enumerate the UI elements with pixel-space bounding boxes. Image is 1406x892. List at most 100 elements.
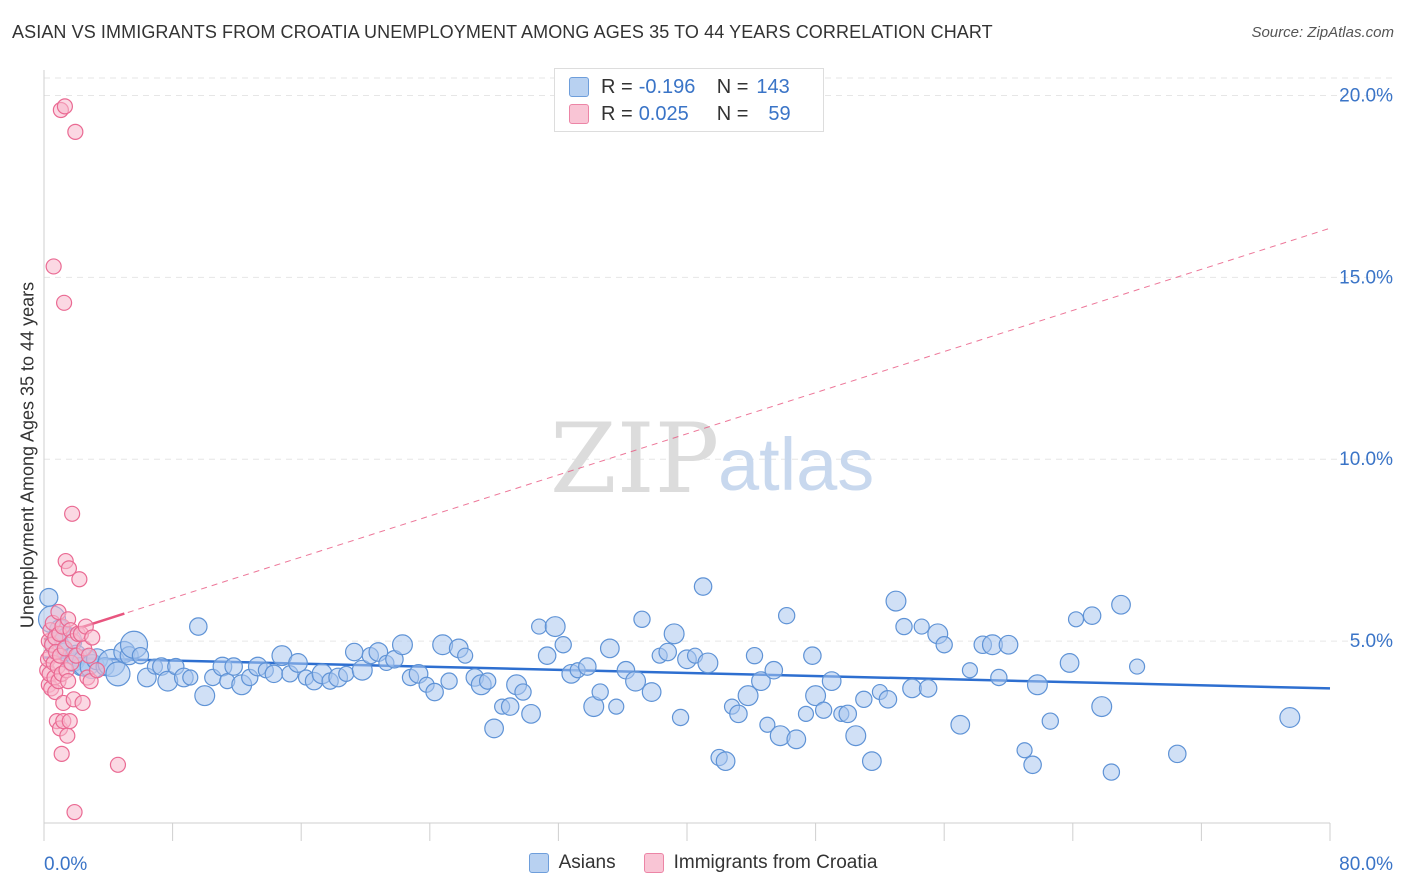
asians-point <box>608 698 625 715</box>
asians-point <box>663 623 685 645</box>
n-value: 59 <box>768 102 791 125</box>
asians-point <box>1128 658 1146 675</box>
legend-row-croatia: R = 0.025 N = 59 <box>569 101 791 127</box>
r-value: -0.196 <box>638 75 696 98</box>
asians-point <box>658 642 678 662</box>
asians-point <box>814 701 833 719</box>
asians-point <box>751 671 771 692</box>
legend-item-croatia[interactable]: Immigrants from Croatia <box>643 852 878 874</box>
asians-point <box>1026 674 1048 696</box>
croatia-point <box>67 123 84 140</box>
asians-swatch <box>569 77 589 97</box>
croatia-trend-line-dashed <box>43 227 1331 640</box>
asians-point <box>715 751 736 772</box>
asians-point <box>803 646 822 665</box>
croatia-point <box>53 745 70 762</box>
x-tick-labels: 0.0% 80.0% <box>44 854 1393 875</box>
asians-point <box>878 690 898 709</box>
n-key: N = <box>716 102 749 125</box>
n-key: N = <box>716 75 749 98</box>
croatia-point <box>71 571 88 588</box>
legend-label-asians: Asians <box>558 852 616 873</box>
asians-point <box>729 704 748 724</box>
croatia-point <box>88 662 106 679</box>
asians-point <box>1167 744 1187 764</box>
croatia-swatch <box>643 853 664 873</box>
source-credit: Source: ZipAtlas.com <box>1251 24 1394 41</box>
croatia-point <box>45 258 62 275</box>
asians-point <box>1023 755 1042 775</box>
correlation-legend: R = -0.196 N = 143 R = 0.025 N = 59 <box>554 68 824 132</box>
croatia-point <box>61 713 78 730</box>
asians-point <box>440 672 458 690</box>
asians-point <box>745 646 764 665</box>
croatia-point <box>84 629 101 646</box>
asians-point <box>777 606 796 625</box>
croatia-point <box>56 98 73 115</box>
asians-point <box>805 685 827 707</box>
croatia-point <box>109 756 127 773</box>
asians-point <box>288 653 308 673</box>
asians-point <box>338 665 355 682</box>
asians-point <box>1016 742 1033 759</box>
asians-point <box>264 664 284 684</box>
asians-point <box>1082 606 1102 625</box>
croatia-point <box>60 560 78 577</box>
asians-point <box>391 634 413 656</box>
asians-point <box>484 718 505 739</box>
series-legend: Asians Immigrants from Croatia <box>0 852 1406 874</box>
chart-title: ASIAN VS IMMIGRANTS FROM CROATIA UNEMPLO… <box>12 22 993 42</box>
croatia-points <box>39 98 127 821</box>
asians-point <box>224 657 243 676</box>
asians-point <box>514 683 532 701</box>
asians-point <box>457 647 474 664</box>
asians-point <box>599 638 620 659</box>
croatia-point <box>55 294 73 311</box>
asians-point <box>821 671 842 692</box>
legend-label-croatia: Immigrants from Croatia <box>673 852 878 873</box>
legend-item-asians[interactable]: Asians <box>528 852 616 874</box>
watermark-atlas: atlas <box>718 423 874 506</box>
asians-point <box>861 751 882 772</box>
asians-point <box>131 646 150 665</box>
asians-point <box>797 705 815 722</box>
asians-point <box>697 652 719 674</box>
asians-point <box>591 683 609 701</box>
y-tick-labels: 5.0% 10.0% 15.0% 20.0% <box>1339 85 1393 652</box>
asians-point <box>39 587 59 608</box>
asians-point <box>1102 763 1121 781</box>
watermark: ZIP atlas <box>550 403 874 515</box>
asians-point <box>918 679 938 698</box>
asians-point <box>189 617 208 636</box>
asians-point <box>671 708 690 727</box>
asians-point <box>531 618 548 635</box>
asians-point <box>1059 653 1080 673</box>
r-value: 0.025 <box>638 102 689 125</box>
y-tick-label: 5.0% <box>1350 631 1393 652</box>
asians-point <box>182 669 199 686</box>
y-axis-label: Unemployment Among Ages 35 to 44 years <box>17 281 38 629</box>
asians-point <box>478 672 497 690</box>
asians-point <box>885 590 907 612</box>
n-value: 143 <box>756 75 790 98</box>
axes <box>43 70 1331 841</box>
asians-point <box>950 714 971 735</box>
asians-point <box>344 642 364 662</box>
asians-point <box>961 662 979 679</box>
asians-point <box>693 577 713 596</box>
asians-point <box>1111 594 1131 615</box>
gridlines <box>44 77 1394 642</box>
asians-point <box>764 660 784 680</box>
asians-point <box>935 636 953 654</box>
asians-point <box>902 678 922 699</box>
croatia-point <box>66 803 83 821</box>
asians-point <box>537 646 557 665</box>
r-key: R = <box>601 102 633 125</box>
asians-point <box>633 610 651 628</box>
asians-point <box>855 690 873 709</box>
legend-row-asians: R = -0.196 N = 143 <box>569 74 790 100</box>
croatia-point <box>80 647 98 664</box>
asians-point <box>1279 707 1301 729</box>
watermark-zip: ZIP <box>550 403 719 515</box>
